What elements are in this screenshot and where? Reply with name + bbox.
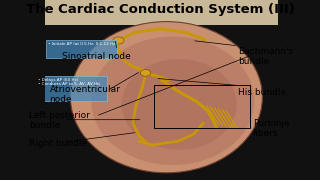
FancyBboxPatch shape <box>37 76 107 101</box>
Bar <box>42 0 278 25</box>
Bar <box>154 85 250 128</box>
FancyBboxPatch shape <box>46 40 117 58</box>
Text: Purkinje
fibers: Purkinje fibers <box>253 119 289 138</box>
Ellipse shape <box>122 59 237 150</box>
Text: His bundle: His bundle <box>238 88 286 97</box>
Text: Sinoatrial node: Sinoatrial node <box>62 52 131 61</box>
Text: Atrioventricular
node: Atrioventricular node <box>50 85 120 104</box>
Text: Right bundle: Right bundle <box>29 140 87 148</box>
Text: The Cardiac Conduction System (III): The Cardiac Conduction System (III) <box>26 3 294 16</box>
Ellipse shape <box>113 37 124 44</box>
Text: • Initiale AP (at 0.5 Hz: 0.1-12 Hz): • Initiale AP (at 0.5 Hz: 0.1-12 Hz) <box>48 42 117 46</box>
Text: Bachmann's
bundle: Bachmann's bundle <box>238 47 294 66</box>
Text: Left posterior
bundle: Left posterior bundle <box>29 111 90 130</box>
Ellipse shape <box>91 37 254 165</box>
Text: • Delays AP (60 Hz): • Delays AP (60 Hz) <box>38 78 79 82</box>
Ellipse shape <box>70 22 262 173</box>
Text: • Conducts AP to S, AV, AV-His: • Conducts AP to S, AV, AV-His <box>38 82 101 86</box>
Bar <box>0 0 45 180</box>
Ellipse shape <box>140 69 151 76</box>
Bar <box>282 0 320 180</box>
